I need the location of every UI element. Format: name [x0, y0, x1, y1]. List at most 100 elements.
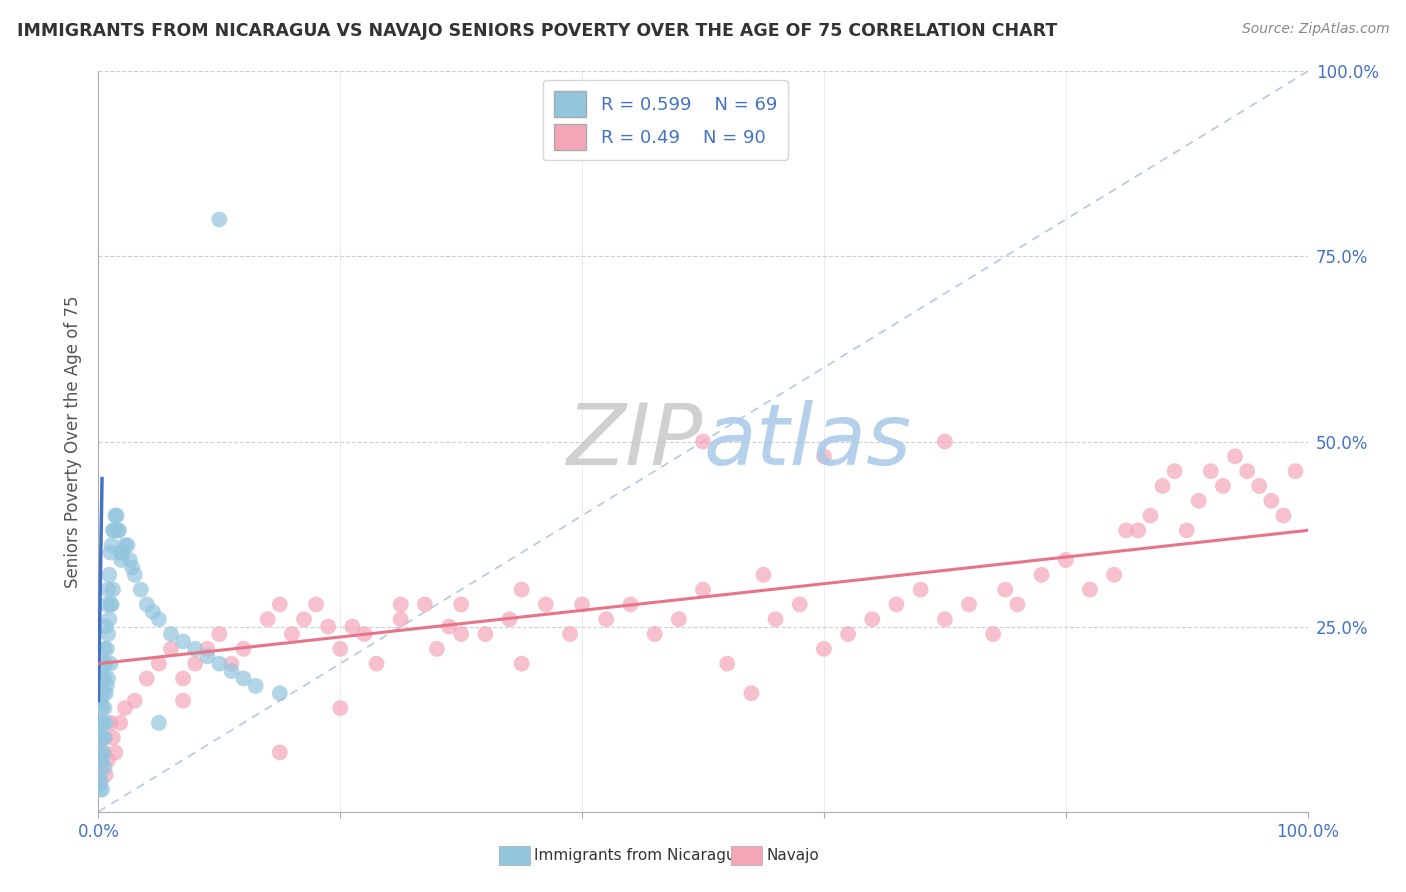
Point: [110, 553, 132, 567]
Point: [221, 664, 243, 678]
Point: [91, 715, 114, 730]
Point: [89, 746, 111, 760]
Point: [160, 627, 183, 641]
Point: [366, 657, 388, 671]
Text: ZIP: ZIP: [567, 400, 703, 483]
Point: [90, 753, 112, 767]
Point: [97, 627, 120, 641]
Point: [281, 627, 304, 641]
Point: [100, 546, 122, 560]
Point: [208, 627, 231, 641]
Point: [114, 701, 136, 715]
Text: Immigrants from Nicaragua: Immigrants from Nicaragua: [534, 848, 745, 863]
Point: [104, 746, 127, 760]
Point: [934, 434, 956, 449]
Point: [96, 598, 118, 612]
Point: [208, 212, 231, 227]
Point: [1115, 524, 1137, 538]
Point: [1102, 567, 1125, 582]
Point: [668, 612, 690, 626]
Point: [692, 434, 714, 449]
Point: [316, 619, 339, 633]
Point: [118, 553, 141, 567]
Point: [256, 612, 278, 626]
Point: [474, 627, 496, 641]
Point: [160, 641, 183, 656]
Point: [94, 715, 117, 730]
Point: [91, 701, 114, 715]
Point: [100, 657, 122, 671]
Point: [184, 641, 207, 656]
Point: [813, 641, 835, 656]
Point: [1212, 479, 1234, 493]
Point: [994, 582, 1017, 597]
Point: [93, 760, 115, 774]
Point: [148, 715, 170, 730]
Point: [353, 627, 375, 641]
Point: [121, 560, 143, 574]
Point: [94, 686, 117, 700]
Point: [172, 672, 194, 686]
Point: [981, 627, 1004, 641]
Point: [172, 634, 194, 648]
Point: [1223, 450, 1246, 464]
Point: [91, 657, 114, 671]
Point: [510, 657, 533, 671]
Point: [1128, 524, 1150, 538]
Point: [1031, 567, 1053, 582]
Point: [100, 538, 122, 552]
Point: [100, 715, 122, 730]
Point: [135, 672, 157, 686]
Point: [269, 746, 291, 760]
Point: [195, 649, 218, 664]
Point: [329, 641, 352, 656]
Point: [426, 641, 449, 656]
Point: [89, 767, 111, 781]
Point: [96, 641, 118, 656]
Point: [114, 538, 136, 552]
Point: [89, 775, 111, 789]
Legend: R = 0.599    N = 69, R = 0.49    N = 90: R = 0.599 N = 69, R = 0.49 N = 90: [543, 80, 787, 161]
Point: [1152, 479, 1174, 493]
Point: [124, 694, 146, 708]
Point: [195, 641, 218, 656]
Point: [1078, 582, 1101, 597]
Point: [957, 598, 980, 612]
Point: [89, 715, 111, 730]
Point: [104, 508, 127, 523]
Point: [93, 701, 115, 715]
Point: [103, 524, 125, 538]
Point: [97, 753, 120, 767]
Point: [716, 657, 738, 671]
Point: [107, 524, 129, 538]
Point: [97, 582, 120, 597]
Point: [1249, 479, 1271, 493]
Point: [91, 731, 114, 745]
Text: atlas: atlas: [703, 400, 911, 483]
Point: [389, 598, 412, 612]
Text: IMMIGRANTS FROM NICARAGUA VS NAVAJO SENIORS POVERTY OVER THE AGE OF 75 CORRELATI: IMMIGRANTS FROM NICARAGUA VS NAVAJO SENI…: [17, 22, 1057, 40]
Point: [91, 746, 114, 760]
Point: [1199, 464, 1222, 478]
Point: [148, 657, 170, 671]
Point: [221, 657, 243, 671]
Point: [389, 612, 412, 626]
Point: [232, 672, 254, 686]
Point: [740, 686, 762, 700]
Point: [1175, 524, 1198, 538]
Point: [101, 731, 124, 745]
Point: [860, 612, 883, 626]
Point: [100, 598, 122, 612]
Point: [558, 627, 581, 641]
Point: [124, 567, 146, 582]
Point: [1139, 508, 1161, 523]
Point: [101, 524, 124, 538]
Point: [619, 598, 641, 612]
Point: [450, 627, 472, 641]
Point: [1272, 508, 1295, 523]
Point: [89, 782, 111, 797]
Point: [98, 612, 121, 626]
Y-axis label: Seniors Poverty Over the Age of 75: Seniors Poverty Over the Age of 75: [63, 295, 82, 588]
Point: [1007, 598, 1029, 612]
Point: [813, 450, 835, 464]
